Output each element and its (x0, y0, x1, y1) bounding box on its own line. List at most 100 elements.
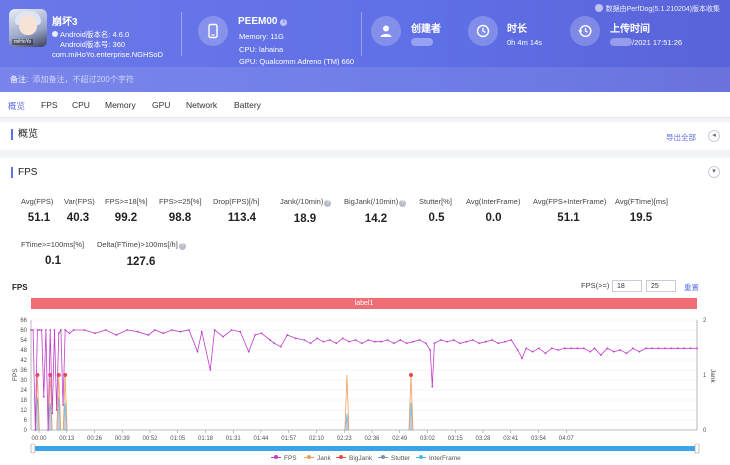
collapse-toggle-icon[interactable]: ◂ (708, 130, 720, 142)
device-name: PEEM00 i (238, 16, 288, 27)
metric-label: Jank(/10min)? (280, 197, 332, 207)
metric-avg-ftime: Avg(FTime)[ms] 19.5 (615, 197, 668, 224)
legend-stutter[interactable]: Stutter (378, 455, 410, 462)
metric-label: Delta(FTime)>100ms[/h]? (97, 240, 186, 250)
tab-overview[interactable]: 概览 (8, 101, 26, 111)
legend-jank[interactable]: Jank (304, 455, 331, 462)
legend-label: Stutter (391, 455, 411, 462)
upload-time-text: /2021 17:51:26 (632, 38, 683, 47)
metric-avg-fps-interframe: Avg(FPS+InterFrame) 51.1 (533, 197, 607, 224)
device-memory: Memory: 11G (239, 32, 284, 41)
metric-value: 19.5 (629, 212, 653, 224)
upload-value: /2021 17:51:26 (610, 38, 682, 47)
perfdog-source: 数据由PerfDog(5.1.210204)版本收集 (594, 4, 720, 14)
app-version-code: Android版本号: 360 (60, 40, 126, 49)
metric-value: 51.1 (27, 212, 51, 224)
metric-fps-18: FPS>=18[%] 99.2 (105, 197, 148, 224)
device-info-icon[interactable]: i (280, 19, 288, 26)
metric-ftime-100: FTime>=100ms[%] 0.1 (21, 240, 85, 267)
app-name: 崩坏3 (52, 17, 78, 28)
legend-label: InterFrame (429, 455, 461, 462)
chart-title: FPS (12, 283, 28, 292)
duration-value: 0h 4m 14s (507, 38, 543, 47)
tab-fps[interactable]: FPS (41, 100, 58, 110)
upload-title: 上传时间 (610, 24, 650, 35)
app-icon: miHoYo (9, 9, 47, 47)
metric-label: Avg(InterFrame) (466, 197, 521, 206)
metric-fps-25: FPS>=25[%] 98.8 (159, 197, 202, 224)
app-version: Android版本名: 4.6.0 (60, 30, 130, 39)
metric-label: Stutter[%] (419, 197, 452, 206)
header-divider (361, 12, 362, 56)
overview-title: 概览 (11, 129, 38, 140)
metric-label: Avg(FPS+InterFrame) (533, 197, 607, 206)
label-bar[interactable]: label1 (31, 298, 697, 309)
device-gpu: GPU: Qualcomm Adreno (TM) 660 (239, 57, 355, 66)
report-header: miHoYo 崩坏3 Android版本名: 4.6.0 Android版本号:… (0, 0, 730, 92)
tab-gpu[interactable]: GPU (152, 100, 171, 110)
metric-bigjank: BigJank(/10min)? 14.2 (344, 197, 408, 225)
metric-value: 51.1 (557, 212, 580, 224)
export-all-link[interactable]: 导出全部 (666, 133, 696, 142)
device-specs: Memory: 11G CPU: lahaina GPU: Qualcomm A… (239, 31, 354, 69)
help-icon[interactable]: ? (324, 200, 332, 207)
reset-button[interactable]: 重置 (684, 283, 699, 292)
app-package: com.miHoYo.enterprise.NGHSoD (52, 50, 164, 59)
fps-threshold-2-input[interactable] (646, 280, 676, 292)
fps-section-title: FPS (11, 167, 37, 178)
perfdog-text: 数据由PerfDog(5.1.210204)版本收集 (605, 6, 720, 13)
perfdog-icon (594, 4, 603, 12)
app-icon-tag: miHoYo (12, 39, 34, 45)
header-divider (181, 12, 182, 56)
device-name-text: PEEM00 (238, 16, 278, 27)
app-icon-face (19, 15, 37, 35)
legend-fps[interactable]: FPS (271, 455, 297, 462)
metric-label: Avg(FPS) (21, 197, 54, 206)
metric-jank: Jank(/10min)? 18.9 (280, 197, 332, 225)
fps-threshold-1-input[interactable] (612, 280, 642, 292)
metric-label: Var(FPS) (64, 197, 95, 206)
note-label: 备注: (10, 75, 29, 84)
metric-label: FPS>=25[%] (159, 197, 202, 206)
metric-label-text: BigJank(/10min) (344, 197, 399, 206)
metric-delta-ftime: Delta(FTime)>100ms[/h]? 127.6 (97, 240, 186, 268)
device-cpu: CPU: lahaina (239, 44, 284, 54)
fps-collapse-icon[interactable]: ▾ (708, 166, 720, 178)
header-summary: miHoYo 崩坏3 Android版本名: 4.6.0 Android版本号:… (0, 0, 730, 67)
metric-value: 0.5 (428, 212, 445, 224)
note-input[interactable]: 添加备注，不超过200个字符 (32, 75, 134, 84)
tab-memory[interactable]: Memory (105, 100, 136, 110)
legend-bigjank[interactable]: BigJank (336, 455, 372, 462)
upload-redacted (610, 38, 632, 46)
help-icon[interactable]: ? (178, 243, 186, 250)
tab-bar: 概览 FPS CPU Memory GPU Network Battery (0, 92, 730, 118)
help-icon[interactable]: ? (399, 200, 407, 207)
metric-avg-fps: Avg(FPS) 51.1 (21, 197, 57, 224)
user-icon (371, 16, 401, 46)
overview-section: 概览 导出全部 ◂ (0, 122, 730, 150)
metric-value: 98.8 (168, 212, 192, 224)
metric-value: 14.2 (364, 213, 388, 225)
metric-label: FTime>=100ms[%] (21, 240, 85, 249)
metric-label: BigJank(/10min)? (344, 197, 408, 207)
metric-avg-interframe: Avg(InterFrame) 0.0 (466, 197, 521, 224)
clock-icon (468, 16, 498, 46)
fps-filter-label: FPS(>=) (581, 281, 610, 290)
duration-title: 时长 (507, 24, 527, 35)
phone-icon (198, 16, 228, 46)
note-bar[interactable]: 备注: 添加备注，不超过200个字符 (0, 67, 730, 92)
metric-stutter: Stutter[%] 0.5 (419, 197, 454, 224)
legend-interframe[interactable]: InterFrame (416, 455, 461, 462)
metric-value: 18.9 (293, 213, 317, 225)
creator-title: 创建者 (411, 24, 441, 35)
tab-cpu[interactable]: CPU (72, 100, 90, 110)
metric-var-fps: Var(FPS) 40.3 (64, 197, 95, 224)
android-icon (52, 31, 58, 37)
legend-label: FPS (284, 455, 297, 462)
metric-value: 40.3 (66, 212, 90, 224)
history-icon (570, 16, 600, 46)
metric-label: Avg(FTime)[ms] (615, 197, 668, 206)
tab-network[interactable]: Network (186, 100, 218, 110)
tab-battery[interactable]: Battery (234, 100, 261, 110)
legend-label: BigJank (349, 455, 373, 462)
